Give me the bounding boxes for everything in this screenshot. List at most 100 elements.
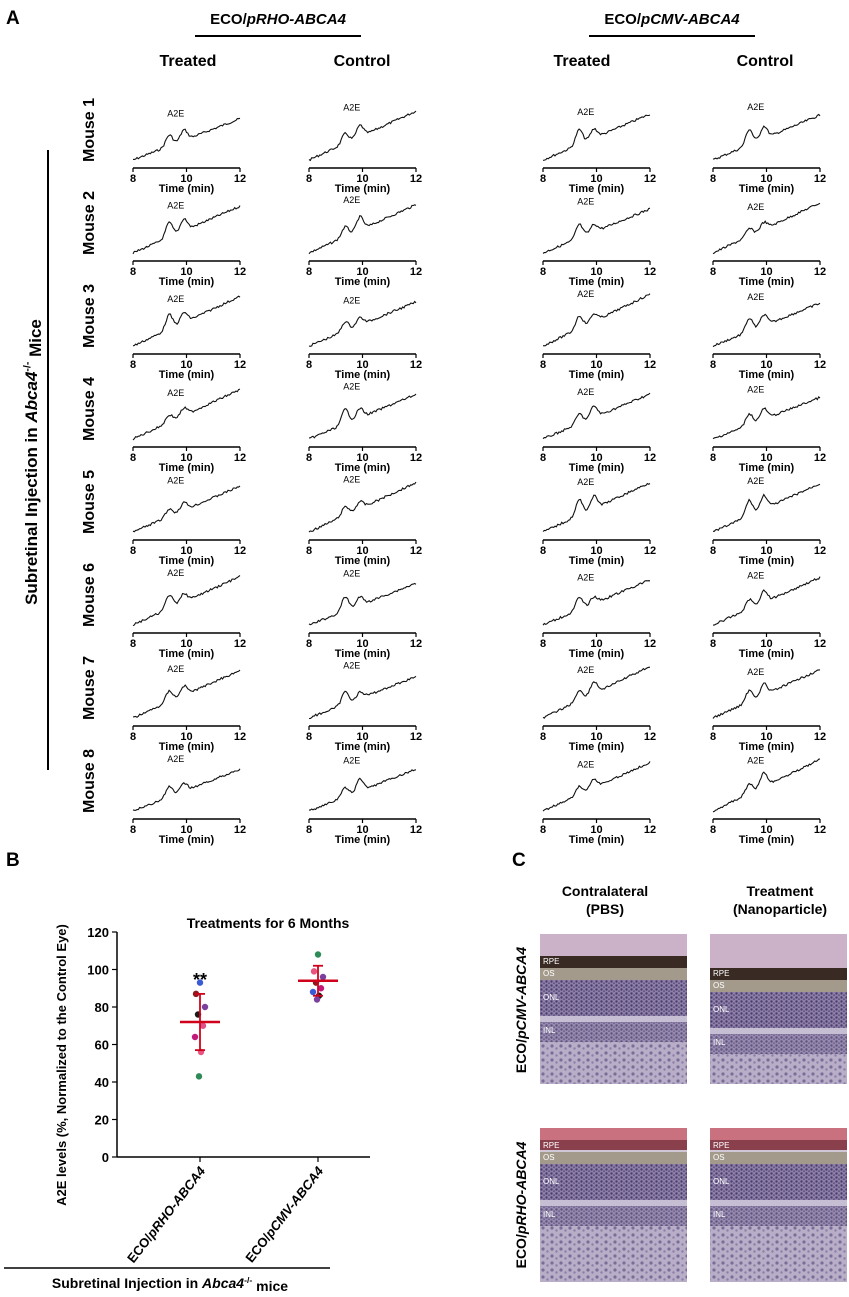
tissue-ipl	[540, 1226, 687, 1282]
data-point	[201, 1003, 209, 1011]
trace-tick-label: 10	[760, 638, 772, 650]
trace-x-label: Time (min)	[335, 834, 391, 846]
trace-tick-label: 8	[130, 545, 136, 557]
peak-label: A2E	[343, 755, 360, 765]
chromatogram-trace	[308, 481, 417, 533]
trace-tick-label: 12	[234, 452, 246, 464]
trace-tick-label: 10	[590, 359, 602, 371]
y-tick-label: 100	[87, 963, 109, 978]
peak-label: A2E	[577, 289, 594, 299]
trace-x-label: Time (min)	[159, 741, 215, 753]
layer-label: ONL	[713, 1177, 730, 1186]
trace-x-label: Time (min)	[569, 555, 625, 567]
chromatogram-trace	[132, 205, 241, 255]
peak-label: A2E	[167, 388, 184, 398]
trace-tick-label: 10	[180, 359, 192, 371]
side-label-part: -/-	[22, 361, 34, 371]
panel-label: B	[6, 850, 20, 871]
chromatogram-trace	[712, 758, 821, 813]
chromatogram-trace	[713, 576, 821, 626]
row-label: Mouse 2	[81, 191, 98, 255]
trace-tick-label: 12	[410, 545, 422, 557]
peak-label: A2E	[343, 195, 360, 205]
layer-label: RPE	[543, 1141, 559, 1150]
peak-label: A2E	[343, 102, 360, 112]
trace-tick-label: 12	[234, 638, 246, 650]
trace-tick-label: 8	[306, 824, 312, 836]
trace-tick-label: 8	[710, 824, 716, 836]
x-axis-label-part: -/-	[244, 1275, 252, 1285]
trace-x-label: Time (min)	[335, 369, 391, 381]
layer-label: RPE	[713, 969, 729, 978]
peak-label: A2E	[747, 476, 764, 486]
trace-tick-label: 10	[760, 545, 772, 557]
tissue-choroid	[540, 934, 687, 956]
row-label: ECO/pRHO-ABCA4	[513, 1141, 529, 1268]
trace-tick-label: 8	[306, 173, 312, 185]
tissue-ipl	[710, 1226, 847, 1282]
chromatogram-trace	[542, 666, 651, 719]
data-point	[199, 1022, 207, 1029]
trace-tick-label: 8	[710, 359, 716, 371]
column-header: (Nanoparticle)	[733, 901, 827, 917]
trace-tick-label: 12	[234, 173, 246, 185]
data-point	[195, 1073, 203, 1080]
trace-x-label: Time (min)	[159, 183, 215, 195]
y-tick-label: 80	[95, 1000, 109, 1015]
layer-label: RPE	[543, 957, 559, 966]
chromatogram-trace	[308, 393, 417, 439]
trace-x-label: Time (min)	[739, 648, 795, 660]
trace-tick-label: 8	[306, 638, 312, 650]
peak-label: A2E	[577, 107, 594, 117]
trace-tick-label: 8	[306, 452, 312, 464]
trace-tick-label: 8	[540, 638, 546, 650]
trace-tick-label: 8	[710, 731, 716, 743]
trace-tick-label: 12	[814, 452, 826, 464]
trace-x-label: Time (min)	[569, 834, 625, 846]
tissue-os	[540, 968, 687, 980]
tissue-rpe	[540, 956, 687, 970]
chromatogram-trace	[132, 295, 241, 347]
tissue-opl	[540, 1200, 687, 1206]
trace-tick-label: 8	[540, 173, 546, 185]
tissue-ipl	[710, 1054, 847, 1084]
data-point	[309, 988, 317, 996]
trace-tick-label: 10	[760, 452, 772, 464]
trace-tick-label: 12	[234, 359, 246, 371]
trace-tick-label: 12	[234, 824, 246, 836]
peak-label: A2E	[577, 197, 594, 207]
trace-tick-label: 10	[356, 359, 368, 371]
row-label: Mouse 1	[81, 98, 98, 162]
x-axis-label: Subretinal Injection in Abca4-/- mice	[52, 1275, 288, 1294]
trace-tick-label: 8	[710, 452, 716, 464]
layer-label: INL	[543, 1026, 556, 1035]
side-label: Subretinal Injection in Abca4-/- Mice	[22, 319, 45, 605]
trace-tick-label: 8	[306, 266, 312, 278]
data-point	[314, 951, 322, 958]
tissue-rpe	[710, 1140, 847, 1150]
trace-tick-label: 12	[410, 266, 422, 278]
trace-tick-label: 10	[180, 173, 192, 185]
trace-x-label: Time (min)	[569, 741, 625, 753]
peak-label: A2E	[167, 664, 184, 674]
tissue-opl	[710, 1028, 847, 1034]
trace-tick-label: 12	[410, 731, 422, 743]
layer-label: ONL	[543, 993, 560, 1002]
trace-x-label: Time (min)	[335, 555, 391, 567]
trace-tick-label: 12	[814, 266, 826, 278]
tissue-onl	[540, 1164, 687, 1200]
trace-tick-label: 8	[710, 173, 716, 185]
chromatogram-trace	[542, 207, 651, 254]
data-point	[191, 1033, 199, 1041]
y-tick-label: 60	[95, 1038, 109, 1053]
row-label-part: ECO/	[513, 1039, 529, 1073]
trace-tick-label: 10	[356, 731, 368, 743]
trace-tick-label: 12	[814, 545, 826, 557]
peak-label: A2E	[577, 665, 594, 675]
y-tick-label: 120	[87, 925, 109, 940]
column-header: (PBS)	[586, 901, 624, 917]
trace-x-label: Time (min)	[569, 648, 625, 660]
peak-label: A2E	[167, 754, 184, 764]
data-point	[196, 979, 204, 986]
tissue-os	[710, 1152, 847, 1164]
